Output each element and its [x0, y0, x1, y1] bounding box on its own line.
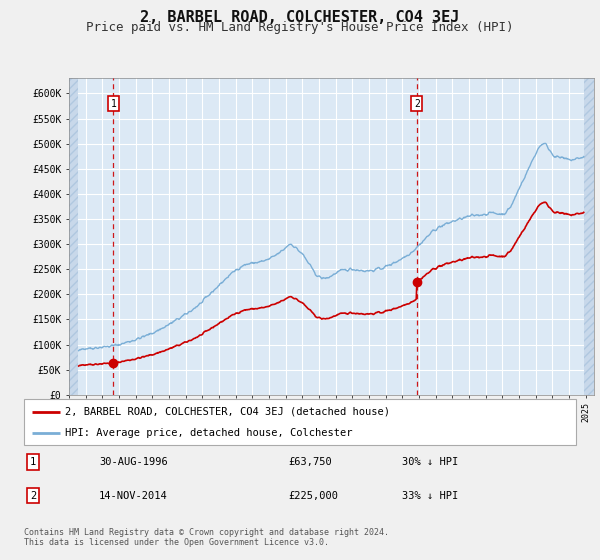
- Text: Contains HM Land Registry data © Crown copyright and database right 2024.
This d: Contains HM Land Registry data © Crown c…: [24, 528, 389, 547]
- Text: 1: 1: [110, 99, 116, 109]
- Text: 30-AUG-1996: 30-AUG-1996: [99, 457, 168, 467]
- Text: £225,000: £225,000: [288, 491, 338, 501]
- Text: 1: 1: [30, 457, 36, 467]
- Text: 30% ↓ HPI: 30% ↓ HPI: [402, 457, 458, 467]
- FancyBboxPatch shape: [24, 399, 576, 445]
- Text: HPI: Average price, detached house, Colchester: HPI: Average price, detached house, Colc…: [65, 428, 353, 438]
- Bar: [584, 73, 594, 395]
- Bar: [69, 73, 78, 395]
- Text: 33% ↓ HPI: 33% ↓ HPI: [402, 491, 458, 501]
- Text: 2, BARBEL ROAD, COLCHESTER, CO4 3EJ (detached house): 2, BARBEL ROAD, COLCHESTER, CO4 3EJ (det…: [65, 407, 391, 417]
- Text: 14-NOV-2014: 14-NOV-2014: [99, 491, 168, 501]
- Text: Price paid vs. HM Land Registry's House Price Index (HPI): Price paid vs. HM Land Registry's House …: [86, 21, 514, 34]
- Text: 2: 2: [30, 491, 36, 501]
- Text: 2: 2: [414, 99, 420, 109]
- Text: 2, BARBEL ROAD, COLCHESTER, CO4 3EJ: 2, BARBEL ROAD, COLCHESTER, CO4 3EJ: [140, 10, 460, 25]
- Text: £63,750: £63,750: [288, 457, 332, 467]
